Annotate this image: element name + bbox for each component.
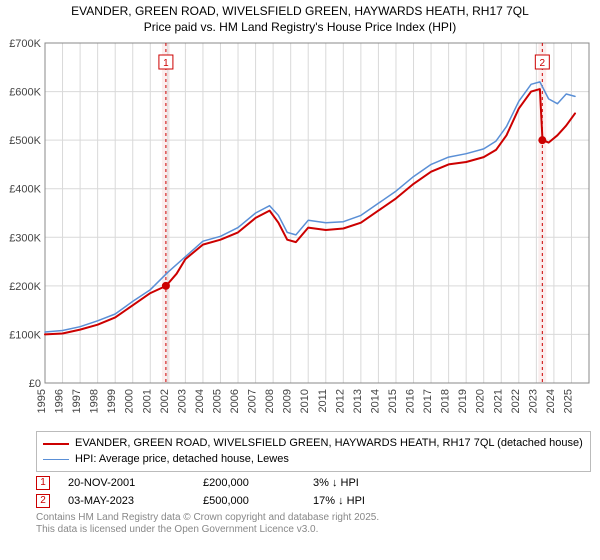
title-line-2: Price paid vs. HM Land Registry's House … — [8, 20, 592, 36]
sale-date: 20-NOV-2001 — [68, 477, 203, 489]
footer-line-2: This data is licensed under the Open Gov… — [36, 524, 592, 537]
svg-text:1997: 1997 — [71, 389, 83, 413]
svg-text:£600K: £600K — [9, 87, 41, 99]
svg-text:1999: 1999 — [106, 389, 118, 413]
svg-text:2012: 2012 — [334, 389, 346, 413]
svg-text:2002: 2002 — [159, 389, 171, 413]
svg-text:2017: 2017 — [422, 389, 434, 413]
legend-label: EVANDER, GREEN ROAD, WIVELSFIELD GREEN, … — [75, 436, 583, 451]
svg-text:£500K: £500K — [9, 135, 41, 147]
svg-text:2000: 2000 — [124, 389, 136, 413]
svg-text:2003: 2003 — [176, 389, 188, 413]
legend-swatch — [43, 443, 69, 445]
svg-text:2025: 2025 — [562, 389, 574, 413]
svg-text:2018: 2018 — [440, 389, 452, 413]
legend: EVANDER, GREEN ROAD, WIVELSFIELD GREEN, … — [36, 431, 591, 472]
chart-area: £0 £100K £200K £300K £400K £500K £600K £700K 199… — [5, 37, 595, 427]
svg-text:2014: 2014 — [369, 389, 381, 413]
sales-table: 1 20-NOV-2001£200,0003% ↓ HPI 2 03-MAY-2023… — [36, 476, 592, 508]
sale-price: £200,000 — [203, 477, 313, 489]
svg-text:£700K: £700K — [9, 38, 41, 50]
sale-pct-vs-hpi: 3% ↓ HPI — [313, 477, 393, 489]
svg-text:1995: 1995 — [36, 389, 48, 413]
svg-text:2009: 2009 — [282, 389, 294, 413]
footer-attribution: Contains HM Land Registry data © Crown c… — [36, 512, 592, 537]
svg-text:1: 1 — [163, 58, 169, 69]
svg-text:2013: 2013 — [352, 389, 364, 413]
svg-text:2024: 2024 — [545, 389, 557, 413]
svg-text:2020: 2020 — [475, 389, 487, 413]
svg-text:2005: 2005 — [211, 389, 223, 413]
sale-date: 03-MAY-2023 — [68, 495, 203, 507]
svg-text:2016: 2016 — [405, 389, 417, 413]
svg-text:2: 2 — [540, 58, 546, 69]
svg-text:2011: 2011 — [317, 389, 329, 413]
footer-line-1: Contains HM Land Registry data © Crown c… — [36, 512, 592, 525]
legend-item: EVANDER, GREEN ROAD, WIVELSFIELD GREEN, … — [43, 436, 584, 451]
svg-text:2001: 2001 — [141, 389, 153, 413]
svg-text:2007: 2007 — [247, 389, 259, 413]
sale-price: £500,000 — [203, 495, 313, 507]
legend-label: HPI: Average price, detached house, Lewe… — [75, 452, 289, 467]
legend-swatch — [43, 459, 69, 460]
svg-text:£100K: £100K — [9, 330, 41, 342]
svg-text:2021: 2021 — [492, 389, 504, 413]
svg-text:£400K: £400K — [9, 184, 41, 196]
svg-text:2006: 2006 — [229, 389, 241, 413]
svg-text:£300K: £300K — [9, 232, 41, 244]
sale-row: 1 20-NOV-2001£200,0003% ↓ HPI — [36, 476, 592, 490]
chart-title: EVANDER, GREEN ROAD, WIVELSFIELD GREEN, … — [0, 0, 600, 37]
svg-text:2023: 2023 — [527, 389, 539, 413]
svg-text:2010: 2010 — [299, 389, 311, 413]
svg-text:1998: 1998 — [89, 389, 101, 413]
title-line-1: EVANDER, GREEN ROAD, WIVELSFIELD GREEN, … — [8, 4, 592, 20]
line-chart: £0 £100K £200K £300K £400K £500K £600K £700K 199… — [5, 37, 595, 427]
svg-text:2004: 2004 — [194, 389, 206, 413]
sale-marker-box: 1 — [36, 476, 50, 490]
svg-text:2015: 2015 — [387, 389, 399, 413]
sale-pct-vs-hpi: 17% ↓ HPI — [313, 495, 393, 507]
sale-row: 2 03-MAY-2023£500,00017% ↓ HPI — [36, 494, 592, 508]
svg-text:1996: 1996 — [54, 389, 66, 413]
legend-item: HPI: Average price, detached house, Lewe… — [43, 452, 584, 467]
svg-text:2022: 2022 — [510, 389, 522, 413]
svg-text:£200K: £200K — [9, 281, 41, 293]
svg-text:2008: 2008 — [264, 389, 276, 413]
svg-text:2019: 2019 — [457, 389, 469, 413]
sale-marker-box: 2 — [36, 494, 50, 508]
svg-text:£0: £0 — [29, 378, 41, 390]
